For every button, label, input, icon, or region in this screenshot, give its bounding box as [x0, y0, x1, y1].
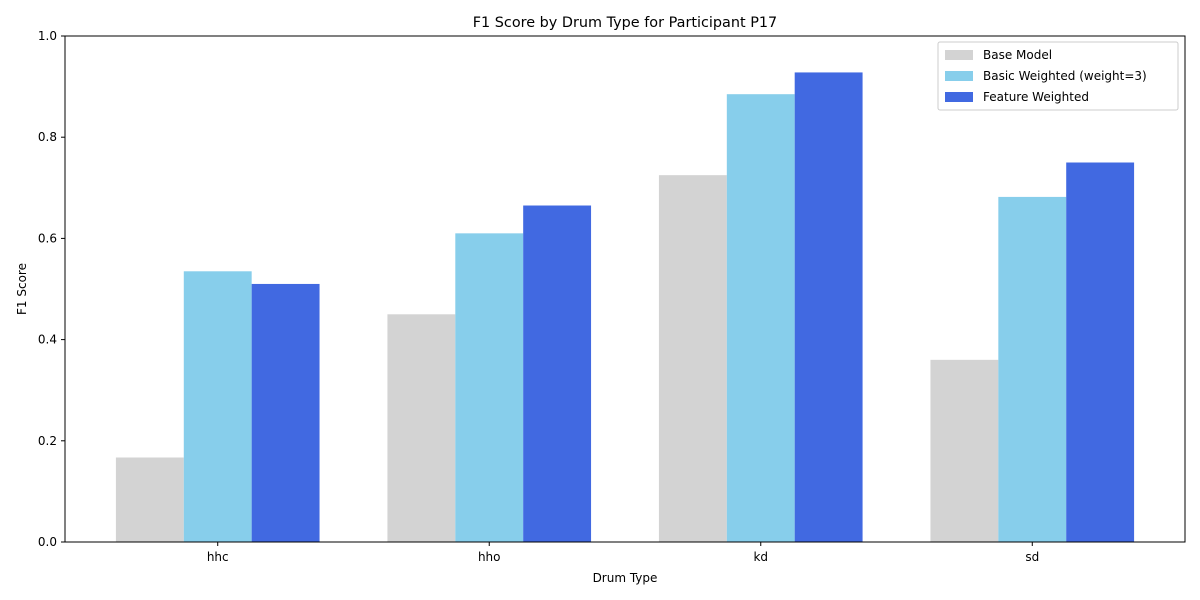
bar-basic-weighted-weight-3-sd: [998, 196, 1067, 542]
x-tick-label: sd: [1025, 550, 1039, 564]
y-axis: 0.0 0.2 0.4 0.6 0.8 1.0: [38, 29, 65, 549]
legend: Base Model Basic Weighted (weight=3) Featu…: [937, 41, 1179, 111]
x-tick-label: hho: [478, 550, 501, 564]
y-tick-label: 0.8: [38, 130, 57, 144]
legend-entry-label: Feature Weighted: [983, 90, 1089, 104]
y-tick-label: 0.2: [38, 434, 57, 448]
bar-feature-weighted-hho: [523, 205, 592, 542]
x-axis: hhc hho kd sd: [207, 542, 1039, 564]
x-axis-label: Drum Type: [593, 571, 658, 585]
y-tick-label: 1.0: [38, 29, 57, 43]
legend-swatch: [945, 92, 973, 102]
y-tick-label: 0.6: [38, 231, 57, 245]
bar-basic-weighted-weight-3-hhc: [183, 271, 252, 542]
plot-frame: [64, 35, 1186, 543]
legend-swatch: [945, 50, 973, 60]
bar-base-model-kd: [658, 175, 727, 542]
y-tick-label: 0.4: [38, 333, 57, 347]
bar-feature-weighted-hhc: [251, 283, 320, 542]
bar-base-model-hhc: [115, 457, 184, 542]
x-tick-label: hhc: [207, 550, 229, 564]
legend-entry-label: Basic Weighted (weight=3): [983, 69, 1147, 83]
chart-title: F1 Score by Drum Type for Participant P1…: [473, 15, 777, 31]
bar-feature-weighted-kd: [794, 72, 863, 542]
bar-feature-weighted-sd: [1066, 162, 1135, 542]
legend-swatch: [945, 71, 973, 81]
bars-group: [115, 72, 1135, 542]
legend-frame: [937, 41, 1179, 111]
x-tick-label: kd: [753, 550, 768, 564]
bar-base-model-hho: [387, 314, 456, 542]
y-axis-label: F1 Score: [15, 263, 29, 315]
bar-basic-weighted-weight-3-hho: [455, 233, 524, 542]
legend-entry-label: Base Model: [983, 48, 1052, 62]
bar-basic-weighted-weight-3-kd: [726, 94, 795, 542]
y-tick-label: 0.0: [38, 535, 57, 549]
bar-base-model-sd: [930, 359, 999, 542]
